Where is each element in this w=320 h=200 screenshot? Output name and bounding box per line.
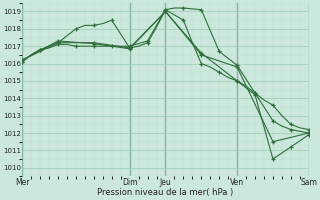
X-axis label: Pression niveau de la mer( hPa ): Pression niveau de la mer( hPa )	[97, 188, 234, 197]
